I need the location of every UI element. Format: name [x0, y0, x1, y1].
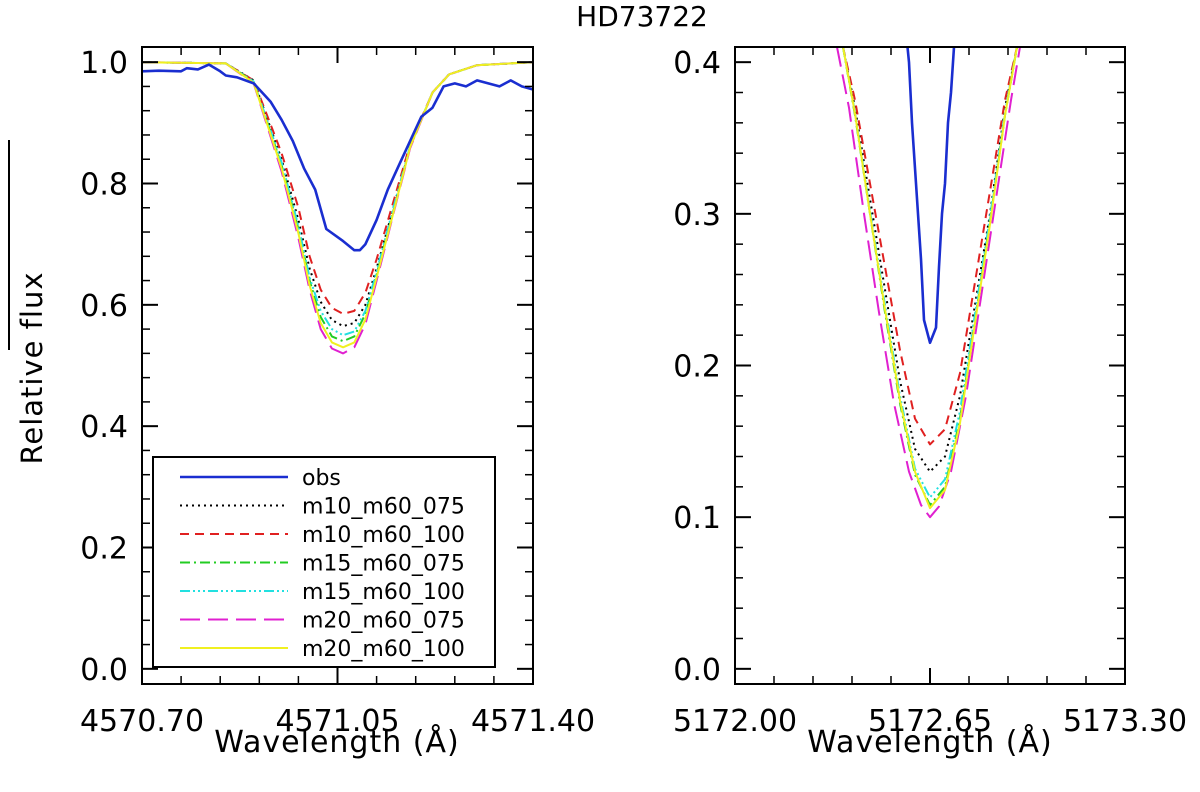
series-line-m10_m60_075-right — [842, 47, 1018, 473]
x-axis-label-right: Wavelength (Å) — [807, 724, 1052, 760]
legend-label: m15_m60_100 — [302, 580, 465, 605]
y-tick-label-right: 0.4 — [673, 46, 721, 81]
y-axis-label: Relative flux — [15, 272, 49, 465]
legend-label: m10_m60_075 — [302, 495, 465, 520]
legend-label: m20_m60_100 — [302, 637, 465, 662]
y-tick-label-left: 0.0 — [80, 653, 128, 688]
series-line-m15_m60_100-right — [842, 47, 1018, 499]
series-line-m20_m60_075-right — [836, 47, 1021, 519]
series-line-m10_m60_100-right — [842, 47, 1018, 446]
y-tick-label-right: 0.0 — [673, 653, 721, 688]
chart-title: HD73722 — [576, 0, 708, 33]
x-tick-label-left: 4571.05 — [275, 704, 399, 739]
legend-label: m10_m60_100 — [302, 523, 465, 548]
y-tick-label-right: 0.3 — [673, 198, 721, 233]
x-axis-label-left: Wavelength (Å) — [214, 724, 459, 760]
series-line-obs-right — [906, 47, 956, 345]
series-line-m20_m60_075-left — [142, 61, 533, 355]
series-line-obs-left — [142, 63, 533, 252]
series-line-m10_m60_075-left — [142, 61, 533, 328]
series-line-m20_m60_100-right — [842, 47, 1018, 510]
y-tick-label-left: 0.2 — [80, 532, 128, 567]
y-tick-label-left: 0.4 — [80, 410, 128, 445]
series-line-m15_m60_100-left — [142, 61, 533, 337]
y-tick-label-right: 0.1 — [673, 501, 721, 536]
series-line-m20_m60_100-left — [142, 61, 533, 349]
x-tick-label-right: 5172.65 — [868, 704, 992, 739]
legend-label: obs — [302, 466, 341, 491]
x-tick-label-right: 5173.30 — [1063, 704, 1187, 739]
legend-label: m20_m60_075 — [302, 609, 465, 634]
legend-label: m15_m60_075 — [302, 552, 465, 577]
series-line-m15_m60_075-right — [842, 47, 1018, 506]
panel-right: 0.0 0.1 0.2 0.3 0.4 5172.00 5172.65 5173.30 Wav… — [673, 46, 1187, 760]
plot-frame-right — [734, 46, 1126, 685]
series-line-m10_m60_100-left — [142, 61, 533, 315]
series-line-m15_m60_075-left — [142, 61, 533, 343]
y-tick-label-left: 0.8 — [80, 168, 128, 203]
x-tick-label-right: 5172.00 — [673, 704, 797, 739]
y-tick-label-left: 0.6 — [80, 289, 128, 324]
legend: obs m10_m60_075 m10_m60_100 m15_m60_075 m15_… — [152, 456, 496, 668]
x-tick-label-left: 4570.70 — [80, 704, 204, 739]
x-tick-label-left: 4571.40 — [471, 704, 595, 739]
y-tick-label-left: 1.0 — [80, 46, 128, 81]
y-tick-label-right: 0.2 — [673, 350, 721, 385]
